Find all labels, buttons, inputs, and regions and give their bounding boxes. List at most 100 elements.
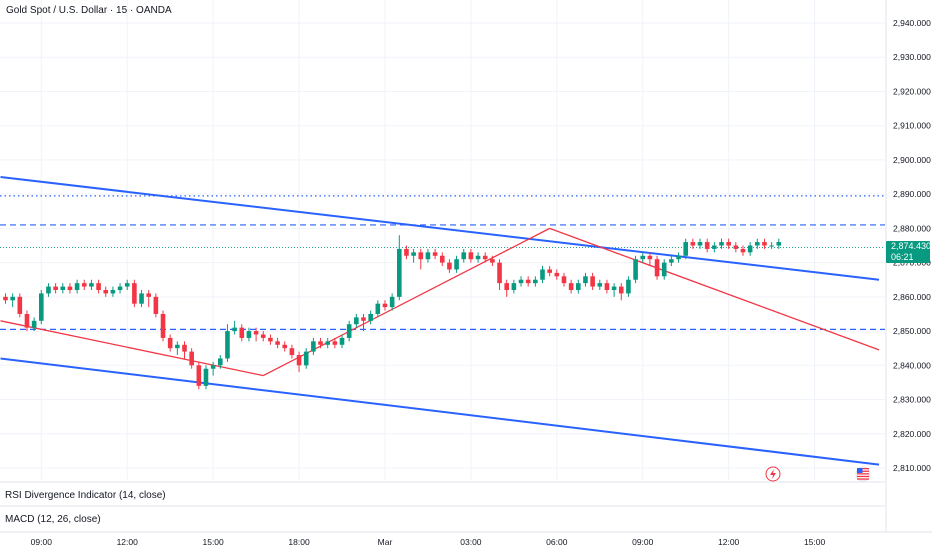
rsi-indicator-label[interactable]: RSI Divergence Indicator (14, close) <box>5 490 166 501</box>
candle-body-47 <box>339 337 345 345</box>
candle-body-1 <box>10 296 15 301</box>
x-tick-label-3: 18:00 <box>288 537 310 547</box>
candle-body-43 <box>311 341 316 352</box>
channel-line-0 <box>0 176 880 281</box>
candle-body-94 <box>676 255 681 260</box>
candle-body-67 <box>482 255 488 260</box>
candle-body-38 <box>275 341 280 345</box>
candle-body-78 <box>561 276 567 284</box>
candle-body-86 <box>618 286 624 294</box>
candle-body-72 <box>518 279 524 284</box>
candle-body-71 <box>511 283 517 290</box>
candle-body-54 <box>389 296 395 308</box>
candle-body-87 <box>626 279 631 294</box>
candle-body-60 <box>432 252 438 256</box>
candle-body-107 <box>769 245 774 247</box>
x-tick-label-0: 09:00 <box>31 537 53 547</box>
candle-body-73 <box>525 279 531 284</box>
candle-body-30 <box>218 358 223 366</box>
candle-body-61 <box>439 255 445 263</box>
candle-body-68 <box>490 259 495 263</box>
us-flag-stripe-3 <box>857 475 869 478</box>
channel-line-1 <box>0 357 880 466</box>
candle-body-85 <box>611 286 617 290</box>
candle-body-49 <box>354 317 359 325</box>
candle-body-96 <box>690 242 696 246</box>
candle-body-42 <box>303 351 309 366</box>
candle-body-22 <box>160 313 166 338</box>
y-tick-label-11: 2,830.000 <box>893 395 931 405</box>
candle-body-100 <box>719 242 724 246</box>
candle-body-45 <box>325 341 330 345</box>
candle-body-9 <box>67 286 73 290</box>
candle-body-2 <box>17 296 23 314</box>
candle-body-29 <box>210 365 216 369</box>
candle-body-40 <box>289 348 295 356</box>
candle-body-12 <box>89 283 94 287</box>
trend-line-2 <box>549 227 880 351</box>
x-tick-label-6: 06:00 <box>546 537 568 547</box>
macd-indicator-label[interactable]: MACD (12, 26, close) <box>5 514 101 525</box>
candle-body-21 <box>153 296 159 314</box>
lightning-glyph-icon <box>770 469 776 479</box>
candle-body-58 <box>418 252 424 260</box>
candle-body-23 <box>167 337 173 349</box>
x-tick-label-4: Mar <box>378 537 393 547</box>
candle-body-31 <box>225 331 230 359</box>
candle-body-7 <box>53 286 58 290</box>
y-tick-label-7: 2,870.000 <box>893 258 931 268</box>
candle-body-27 <box>196 365 202 386</box>
candle-body-63 <box>454 259 459 270</box>
candle-body-64 <box>461 252 467 260</box>
y-tick-label-2: 2,920.000 <box>893 86 931 96</box>
x-tick-label-5: 03:00 <box>460 537 482 547</box>
candle-body-36 <box>260 334 266 338</box>
candle-body-74 <box>533 279 538 284</box>
candle-body-101 <box>726 242 731 246</box>
candle-body-79 <box>568 283 574 290</box>
candle-body-48 <box>346 324 352 338</box>
candle-body-88 <box>633 259 638 280</box>
candle-body-39 <box>282 344 288 349</box>
candle-body-4 <box>31 320 37 328</box>
candle-body-11 <box>81 283 87 287</box>
candle-body-106 <box>762 242 767 246</box>
candle-body-13 <box>96 283 101 290</box>
candle-body-32 <box>232 327 237 332</box>
candle-body-51 <box>368 313 373 321</box>
y-tick-label-13: 2,810.000 <box>893 463 931 473</box>
us-flag-stripe-4 <box>857 478 869 480</box>
us-flag-stripe-1 <box>857 470 869 472</box>
candle-body-55 <box>397 248 402 297</box>
x-tick-label-2: 15:00 <box>202 537 224 547</box>
candle-body-92 <box>661 262 667 277</box>
candle-body-46 <box>332 341 338 345</box>
us-flag-stripe-0 <box>857 468 869 470</box>
candle-body-70 <box>504 283 509 290</box>
candle-body-83 <box>597 283 603 287</box>
y-tick-label-1: 2,930.000 <box>893 52 931 62</box>
y-tick-label-10: 2,840.000 <box>893 360 931 370</box>
y-tick-label-8: 2,860.000 <box>893 292 931 302</box>
candle-body-15 <box>110 290 116 294</box>
candle-body-69 <box>497 262 502 284</box>
candle-body-41 <box>296 355 302 366</box>
y-tick-label-0: 2,940.000 <box>893 18 931 28</box>
candle-body-44 <box>318 341 323 345</box>
y-tick-label-12: 2,820.000 <box>893 429 931 439</box>
candle-body-35 <box>253 331 259 335</box>
candle-body-77 <box>554 272 560 277</box>
candle-body-104 <box>747 245 753 253</box>
candle-body-0 <box>3 296 8 301</box>
candle-body-14 <box>103 290 109 294</box>
y-tick-label-9: 2,850.000 <box>893 326 931 336</box>
candle-body-59 <box>425 252 431 260</box>
candle-body-62 <box>447 262 452 270</box>
candle-body-103 <box>740 248 746 253</box>
y-tick-label-3: 2,910.000 <box>893 121 931 131</box>
symbol-title: Gold Spot / U.S. Dollar · 15 · OANDA <box>6 5 172 16</box>
candle-body-66 <box>475 255 481 260</box>
candle-body-97 <box>697 242 703 246</box>
